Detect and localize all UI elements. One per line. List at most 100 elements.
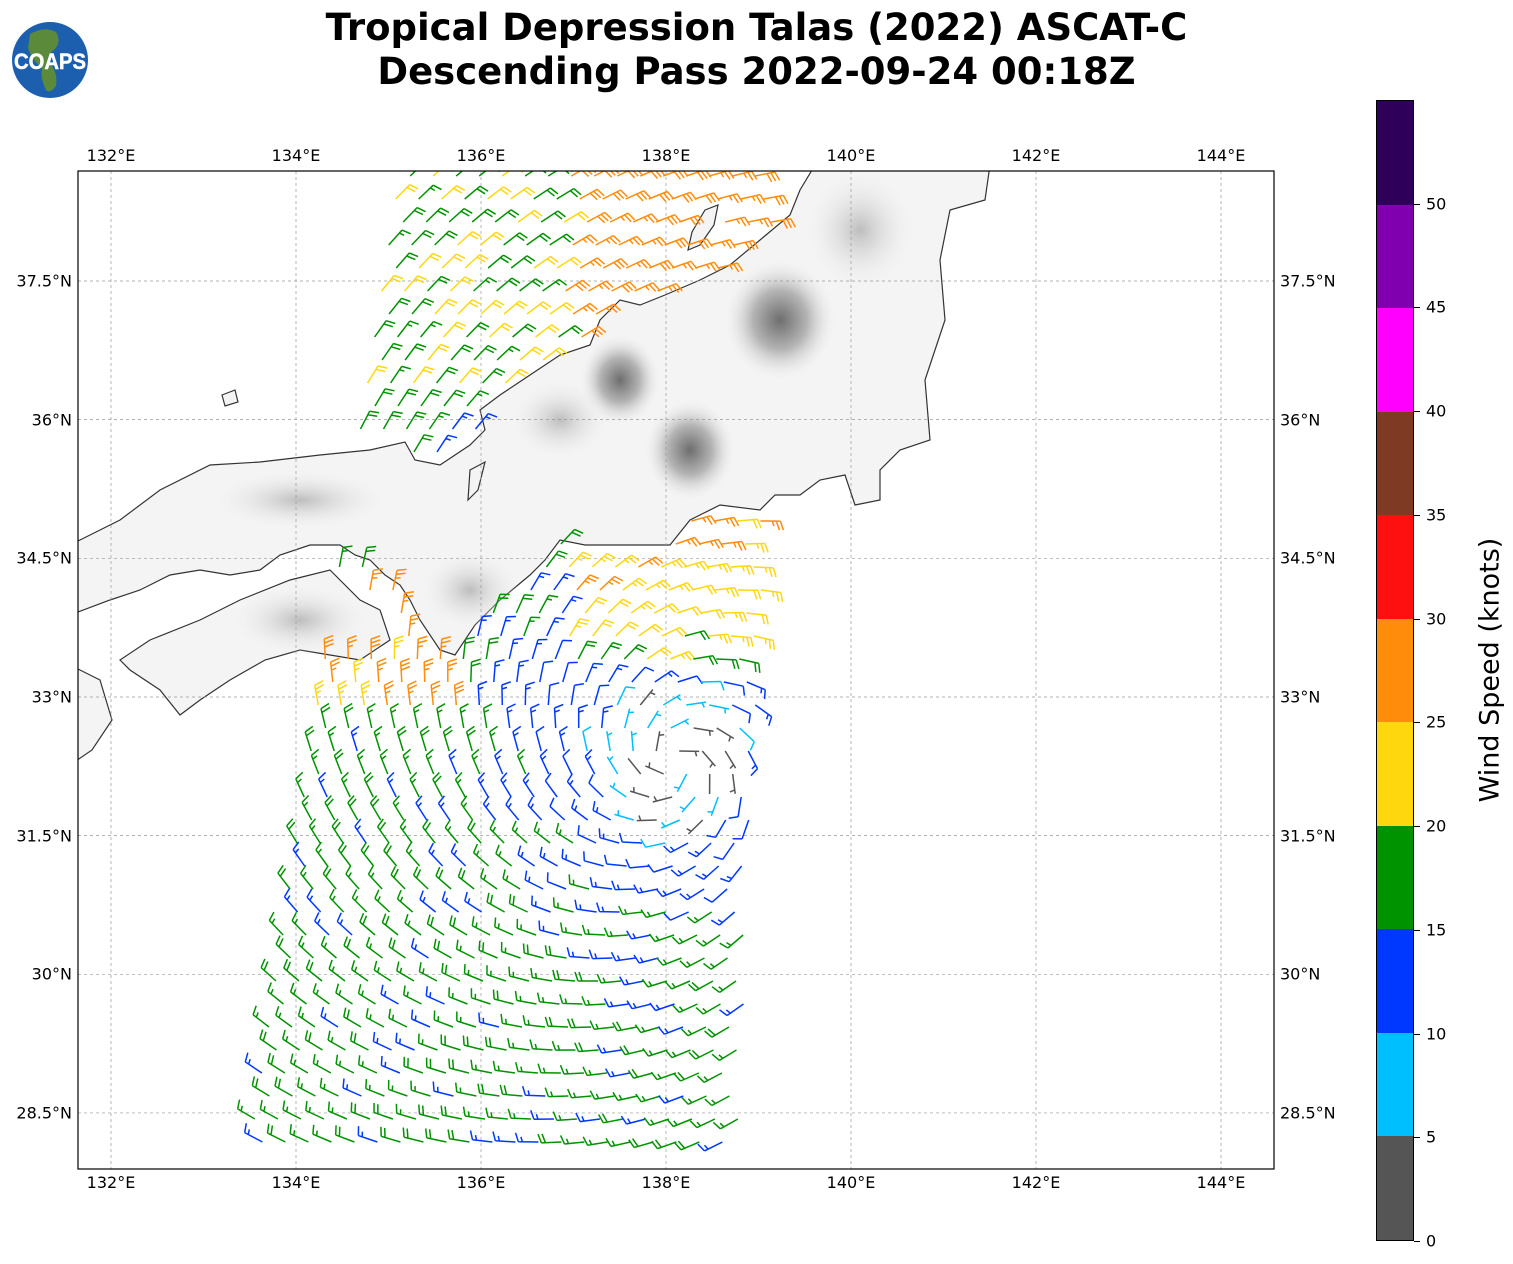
wind-barb [581,996,606,1006]
wind-barb [408,613,421,637]
wind-barb [552,969,576,982]
wind-barb [320,702,331,729]
wind-barb [561,595,583,614]
wind-barb [655,214,682,226]
wind-barb [681,1095,707,1105]
wind-barb [570,798,589,821]
wind-barb [292,841,306,867]
wind-barb [639,171,666,179]
lon-tick-top: 138°E [641,146,691,165]
wind-barb [499,1084,523,1097]
wind-barb [673,773,688,793]
colorbar-tick-mark [1414,411,1420,413]
wind-barb [625,190,651,202]
wind-barb [733,239,759,251]
wind-barb [559,1135,585,1145]
wind-barb [716,727,735,742]
wind-barb [387,1079,408,1097]
wind-barb [685,171,712,181]
wind-barb [514,1062,538,1074]
wind-barb [591,552,616,568]
wind-barb [275,1005,293,1028]
wind-barb [485,636,500,660]
wind-barb [388,229,411,246]
wind-barb [716,658,740,670]
wind-barb [577,825,597,844]
wind-barb [259,1099,279,1120]
colorbar-tick-mark [1414,929,1420,931]
wind-barb [433,1010,454,1028]
wind-barb [419,725,430,752]
wind-barb [704,1095,730,1107]
wind-barb [747,750,759,777]
wind-barb [709,704,730,714]
colorbar [1376,100,1414,1241]
wind-barb [464,891,483,913]
wind-barb [553,572,575,591]
wind-barb [728,796,742,820]
wind-barb [393,635,404,660]
wind-barb [535,725,545,752]
wind-barb [243,1123,263,1143]
wind-barb [395,184,419,200]
wind-barb [693,655,719,666]
wind-barb [289,1124,309,1143]
wind-barb [595,902,620,913]
title-line-2: Descending Pass 2022-09-24 00:18Z [377,50,1136,93]
wind-barb [611,281,637,293]
wind-barb [412,366,435,384]
wind-barb [582,1136,608,1146]
wind-barb [369,568,383,591]
wind-barb [482,367,506,384]
wind-barb [510,255,536,269]
colorbar-tick-label: 10 [1426,1024,1447,1044]
kyushu-coastline [78,668,113,761]
wind-barb [544,1016,569,1028]
wind-barb [428,842,444,867]
wind-barb [723,681,746,696]
wind-barb [395,1103,417,1120]
wind-barb [542,278,568,292]
wind-barb [405,411,427,430]
wind-barb [760,589,784,602]
wind-barb [477,614,492,637]
wind-barb [366,365,388,384]
wind-barb [428,411,451,430]
wind-barb [443,321,467,338]
wind-barb [539,846,558,867]
wind-barb [359,912,376,936]
wind-barb [474,412,498,430]
wind-barb [471,748,481,775]
wind-barb [426,914,445,936]
wind-barb [320,1006,339,1028]
wind-barb [647,710,662,729]
wind-barb [268,911,284,936]
wind-barb [686,819,704,835]
wind-barb [648,190,674,203]
wind-barb [500,941,521,959]
wind-barb [405,842,421,867]
wind-barb [526,232,552,246]
wind-barb [673,1071,700,1082]
wind-barb [386,771,397,798]
wind-barb [675,536,702,547]
colorbar-bin-10 [1377,929,1413,1033]
wind-barb [379,748,389,775]
wind-barb [687,238,713,250]
wind-barb [425,207,450,223]
wind-barb [529,703,540,729]
oki-island [221,389,239,407]
wind-barb [304,1030,323,1051]
wind-barb [495,844,513,867]
wind-barb [427,275,451,292]
wind-barb [380,1055,401,1074]
wind-barb [365,1008,385,1028]
wind-barb [763,194,789,206]
wind-barb [638,623,664,637]
wind-barb [392,795,405,821]
colorbar-bin-30 [1377,515,1413,619]
colorbar-tick-label: 0 [1426,1231,1437,1251]
wind-barb [295,771,305,798]
wind-barb [485,1107,508,1120]
